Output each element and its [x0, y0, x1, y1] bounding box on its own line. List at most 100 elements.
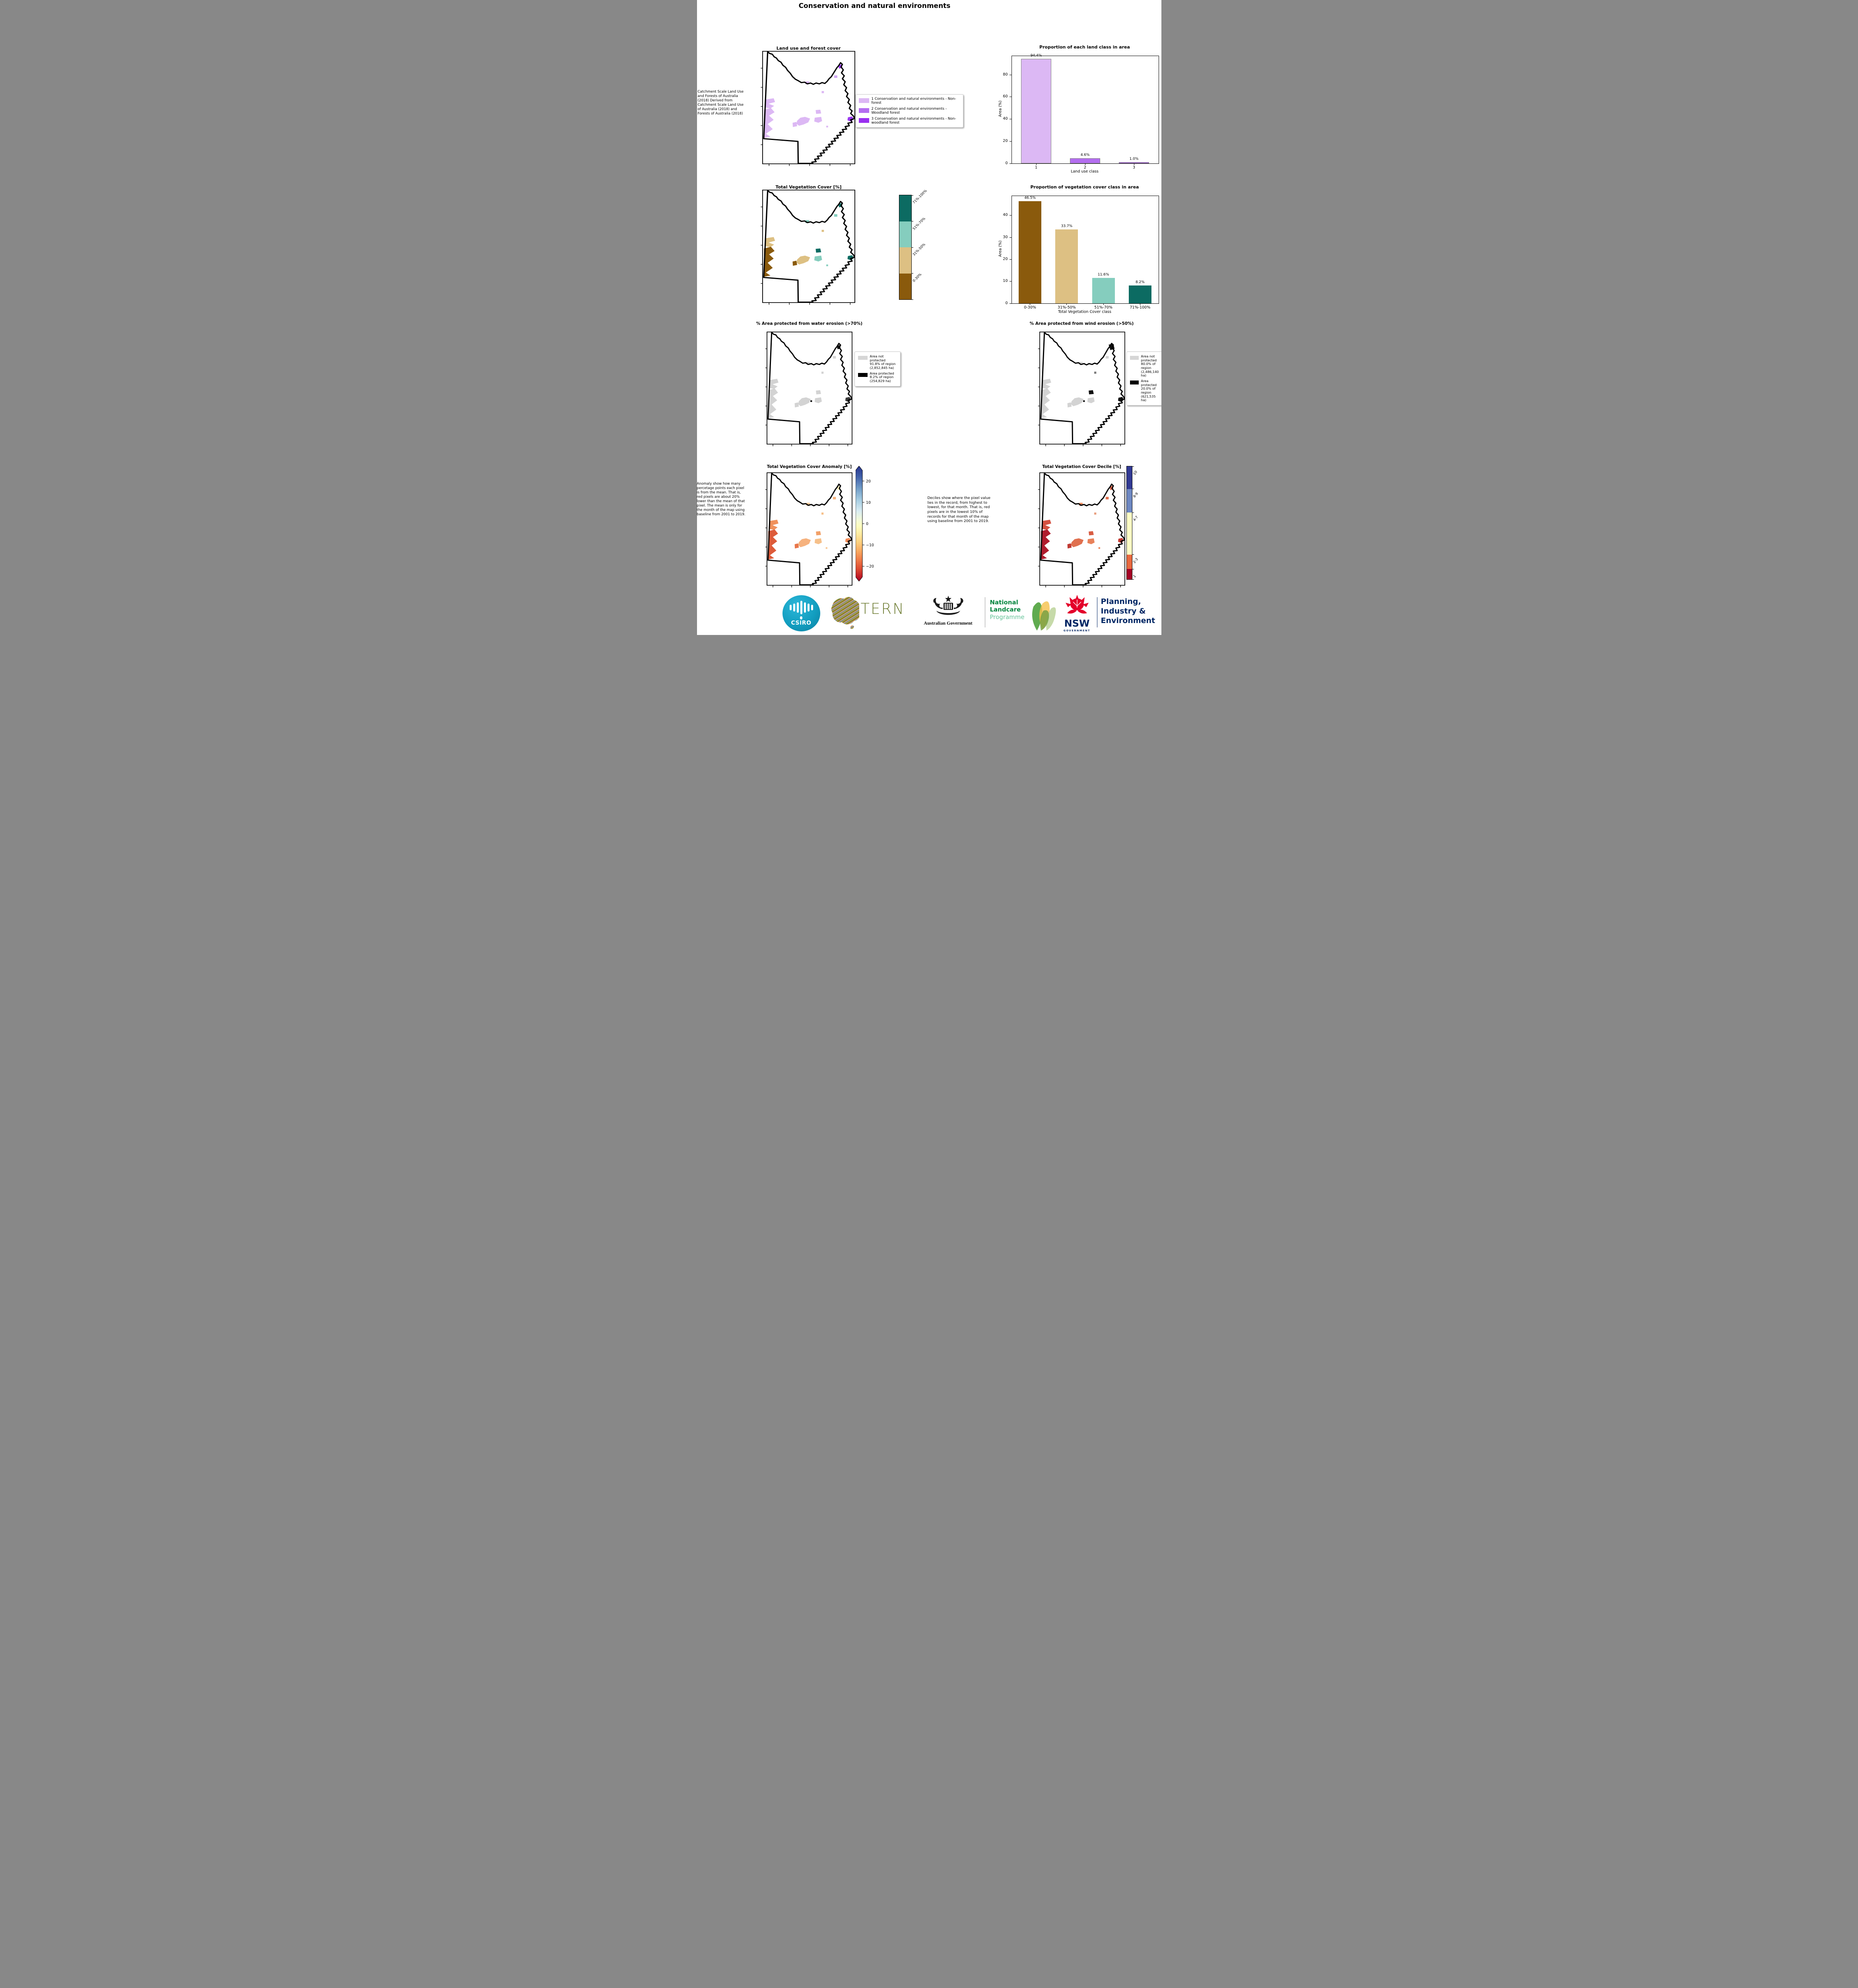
x-tick-label: 0-30% — [1024, 305, 1036, 310]
csiro-bar — [800, 601, 802, 614]
colorbar-tick — [911, 195, 913, 196]
bar-value-label: 46.5% — [1024, 196, 1036, 200]
legend-swatch — [858, 98, 869, 103]
legend-label: Area not protected 91.8% of region (2,85… — [870, 354, 896, 370]
legend-item: Area not protected 91.8% of region (2,85… — [858, 354, 897, 370]
anomaly-tick-label: −20 — [866, 565, 874, 569]
chart2-title: Proportion of vegetation cover class in … — [1030, 184, 1139, 190]
map-decile-svg — [1038, 472, 1125, 588]
legend-item: 2 Conservation and natural environments … — [858, 107, 960, 115]
colorbar-segment — [1126, 569, 1132, 579]
landuse-legend: 1 Conservation and natural environments … — [855, 94, 963, 128]
anomaly-tick-label: 10 — [866, 501, 871, 505]
colorbar-tick — [1132, 579, 1134, 580]
y-tick — [1009, 303, 1012, 304]
page-title: Conservation and natural environments — [798, 2, 951, 10]
tern-logo: TERN — [827, 593, 907, 633]
bar — [1070, 158, 1101, 163]
colorbar-segment-label: 2-3 — [1132, 557, 1139, 564]
anomaly-colorbar: 20 10 0 −10 −20 — [855, 466, 874, 582]
y-tick — [1009, 141, 1012, 142]
legend-label: 2 Conservation and natural environments … — [871, 107, 947, 115]
anomaly-tick-label: 0 — [866, 522, 868, 526]
bar — [1021, 59, 1052, 163]
colorbar-tick — [911, 273, 913, 274]
x-tick-label: 31%-50% — [1058, 305, 1076, 310]
bar-value-label: 8.2% — [1135, 280, 1145, 284]
map-landuse — [760, 51, 855, 166]
chart1-xlabel: Land use class — [1071, 169, 1099, 174]
bar — [1118, 162, 1149, 163]
map-wind-erosion — [1038, 332, 1125, 447]
decile-colorbar: 10 8-9 4-7 2-3 1 — [1126, 466, 1139, 580]
x-tick-label: 1 — [1035, 165, 1038, 170]
y-tick-label: 30 — [1003, 235, 1008, 239]
x-tick-label: 51%-70% — [1094, 305, 1112, 310]
map-wind-svg — [1038, 332, 1125, 447]
bar — [1092, 278, 1115, 303]
colorbar-segment-label: 31%-50% — [912, 243, 926, 257]
anomaly-colorbar-svg: 20 10 0 −10 −20 — [855, 466, 874, 582]
chart-land-class: 0 20 40 60 80 94.4% 1 4.6% 2 1.0% 3 — [1003, 54, 1159, 170]
colorbar-segment — [1126, 466, 1132, 489]
map-anomaly — [765, 472, 852, 588]
australian-government-label: Australian Government — [924, 620, 973, 626]
y-tick-label: 60 — [1003, 94, 1008, 99]
x-tick-label: 71%-100% — [1130, 305, 1151, 310]
bar — [1055, 229, 1078, 303]
csiro-bar — [796, 602, 799, 613]
csiro-logo: CSIRO — [782, 595, 820, 631]
y-tick-label: 0 — [1005, 161, 1008, 165]
y-tick-label: 20 — [1003, 138, 1008, 143]
legend-swatch — [858, 356, 868, 360]
bar-value-label: 11.6% — [1097, 272, 1109, 277]
logo-divider-2 — [1097, 597, 1098, 627]
y-tick-label: 10 — [1003, 279, 1008, 283]
legend-item: Area protected 20.0% of region (621,535 … — [1130, 379, 1159, 402]
map-water-title: % Area protected from water erosion (>70… — [756, 321, 863, 326]
colorbar-segment — [899, 195, 911, 221]
bar-value-label: 33.7% — [1061, 224, 1073, 228]
colorbar-segment-label: 10 — [1132, 470, 1138, 476]
x-tick — [1066, 303, 1067, 305]
map-anomaly-title: Total Vegetation Cover Anomaly [%] — [767, 464, 852, 469]
legend-label: 1 Conservation and natural environments … — [871, 97, 956, 105]
csiro-bar — [807, 604, 810, 612]
csiro-dot-icon — [800, 616, 802, 619]
csiro-waveform-icon — [782, 600, 820, 616]
y-tick — [1009, 237, 1012, 238]
row1-caption: Catchment Scale Land Use and Forests of … — [697, 90, 744, 116]
csiro-bar — [804, 602, 806, 613]
tern-label: TERN — [860, 600, 905, 617]
colorbar-segment-label: 1 — [1132, 574, 1137, 579]
water-erosion-legend: Area not protected 91.8% of region (2,85… — [854, 351, 901, 386]
colorbar-segment-label: 51%-70% — [912, 216, 926, 231]
map-wind-title: % Area protected from wind erosion (>50%… — [1029, 321, 1134, 326]
waratah-icon — [1065, 595, 1089, 614]
y-tick — [1009, 281, 1012, 282]
csiro-bar — [789, 605, 792, 610]
colorbar-segment — [899, 247, 911, 274]
planning-line2: Industry & — [1101, 606, 1146, 615]
colorbar-segment-label: 71%-100% — [912, 189, 928, 205]
x-tick — [1036, 163, 1037, 165]
y-tick-label: 0 — [1005, 301, 1008, 305]
legend-item: Area protected 8.2% of region (254,829 h… — [858, 371, 897, 383]
decile-caption: Deciles show where the pixel value lies … — [927, 496, 991, 524]
bar-value-label: 94.4% — [1030, 54, 1042, 58]
chart-veg-class: 0 10 20 30 40 46.5% 0-30% 33.7% 31%-50% 11.6% 51%-… — [1003, 196, 1159, 310]
colorbar-segment — [1126, 513, 1132, 555]
legend-swatch — [1130, 381, 1139, 385]
chart1-title: Proportion of each land class in area — [1039, 45, 1130, 50]
csiro-bar — [793, 604, 795, 612]
map-landuse-svg — [760, 51, 855, 166]
legend-swatch — [858, 108, 869, 113]
nsw-government-logo: NSW GOVERNMENT — [1061, 594, 1093, 634]
colorbar-segment — [1126, 489, 1132, 513]
x-tick-label: 2 — [1083, 165, 1087, 170]
legend-swatch — [858, 373, 868, 377]
y-tick — [1009, 259, 1012, 260]
bar-value-label: 1.0% — [1129, 157, 1139, 161]
legend-label: 3 Conservation and natural environments … — [871, 116, 956, 125]
landcare-leaves-icon — [1032, 601, 1056, 631]
